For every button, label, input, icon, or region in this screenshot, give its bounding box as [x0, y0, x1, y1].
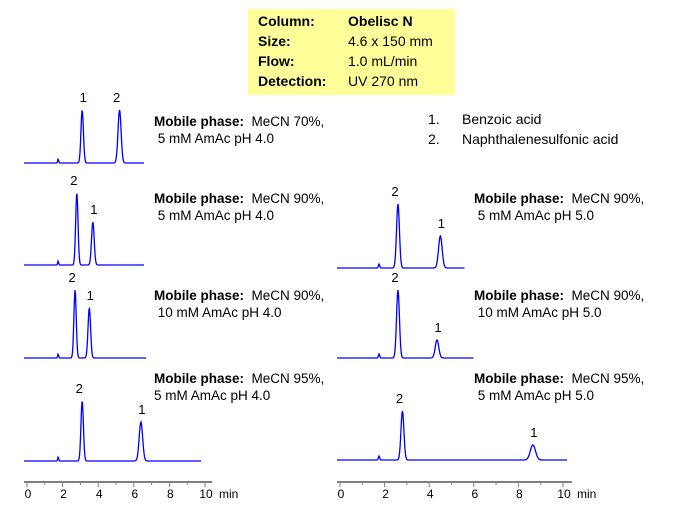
info-row: Size: 4.6 x 150 mm: [258, 33, 433, 49]
mobile-phase-label: Mobile phase: MeCN 90%, 10 mM AmAc pH 5.…: [474, 288, 645, 320]
peak-label: 2: [113, 90, 120, 105]
peak-label: 2: [70, 173, 77, 188]
peak-label: 2: [391, 184, 398, 199]
x-tick-label: 10: [199, 487, 213, 501]
peak-label: 2: [391, 270, 398, 285]
x-tick-label: 2: [382, 487, 389, 501]
peak-label: 2: [68, 270, 75, 285]
x-tick-label: 4: [427, 487, 434, 501]
peak-label: 1: [80, 90, 87, 105]
mobile-phase-label: Mobile phase: MeCN 95%, 5 mM AmAc pH 4.0: [154, 371, 325, 403]
x-tick-label: 0: [338, 487, 345, 501]
info-row: Flow: 1.0 mL/min: [258, 53, 418, 69]
chromatogram-trace: [24, 109, 144, 164]
peak-label: 1: [438, 216, 445, 231]
peak-label: 1: [434, 320, 441, 335]
info-row: Column: Obelisc N: [258, 13, 413, 29]
mobile-phase-label: Mobile phase: MeCN 90%, 10 mM AmAc pH 4.…: [154, 288, 325, 320]
mobile-phase-label: Mobile phase: MeCN 90%, 5 mM AmAc pH 4.0: [154, 191, 325, 223]
x-tick-label: 6: [471, 487, 478, 501]
peak-label: 1: [530, 425, 537, 440]
x-tick-label: 8: [167, 487, 174, 501]
chromatogram-trace: [337, 289, 474, 359]
x-tick-label: 0: [25, 487, 32, 501]
peak-label: 1: [87, 288, 94, 303]
x-tick-label: 8: [516, 487, 523, 501]
mobile-phase-label: Mobile phase: MeCN 95%, 5 mM AmAc pH 5.0: [474, 371, 645, 403]
peak-label: 2: [76, 381, 83, 396]
x-axis-unit: min: [577, 487, 596, 501]
x-tick-label: 2: [60, 487, 67, 501]
chromatogram-trace: [24, 290, 146, 359]
mobile-phase-label: Mobile phase: MeCN 70%, 5 mM AmAc pH 4.0: [154, 114, 325, 146]
legend-item: 1. Benzoic acid: [428, 111, 542, 127]
peak-label: 1: [138, 402, 145, 417]
chromatogram-trace: [337, 410, 567, 461]
x-tick-label: 6: [131, 487, 138, 501]
x-tick-label: 4: [96, 487, 103, 501]
peak-label: 1: [90, 202, 97, 217]
chromatogram-trace: [24, 193, 144, 266]
legend-item: 2. Naphthalenesulfonic acid: [428, 131, 619, 147]
conditions-box: Column: Obelisc N Size: 4.6 x 150 mm Flow:…: [248, 9, 455, 95]
peak-label: 2: [396, 391, 403, 406]
mobile-phase-label: Mobile phase: MeCN 90%, 5 mM AmAc pH 5.0: [474, 191, 645, 223]
x-tick-label: 10: [557, 487, 571, 501]
info-row: Detection: UV 270 nm: [258, 73, 419, 89]
chromatogram-trace: [337, 203, 465, 269]
x-axis-unit: min: [219, 487, 238, 501]
chromatogram-trace: [24, 401, 201, 462]
